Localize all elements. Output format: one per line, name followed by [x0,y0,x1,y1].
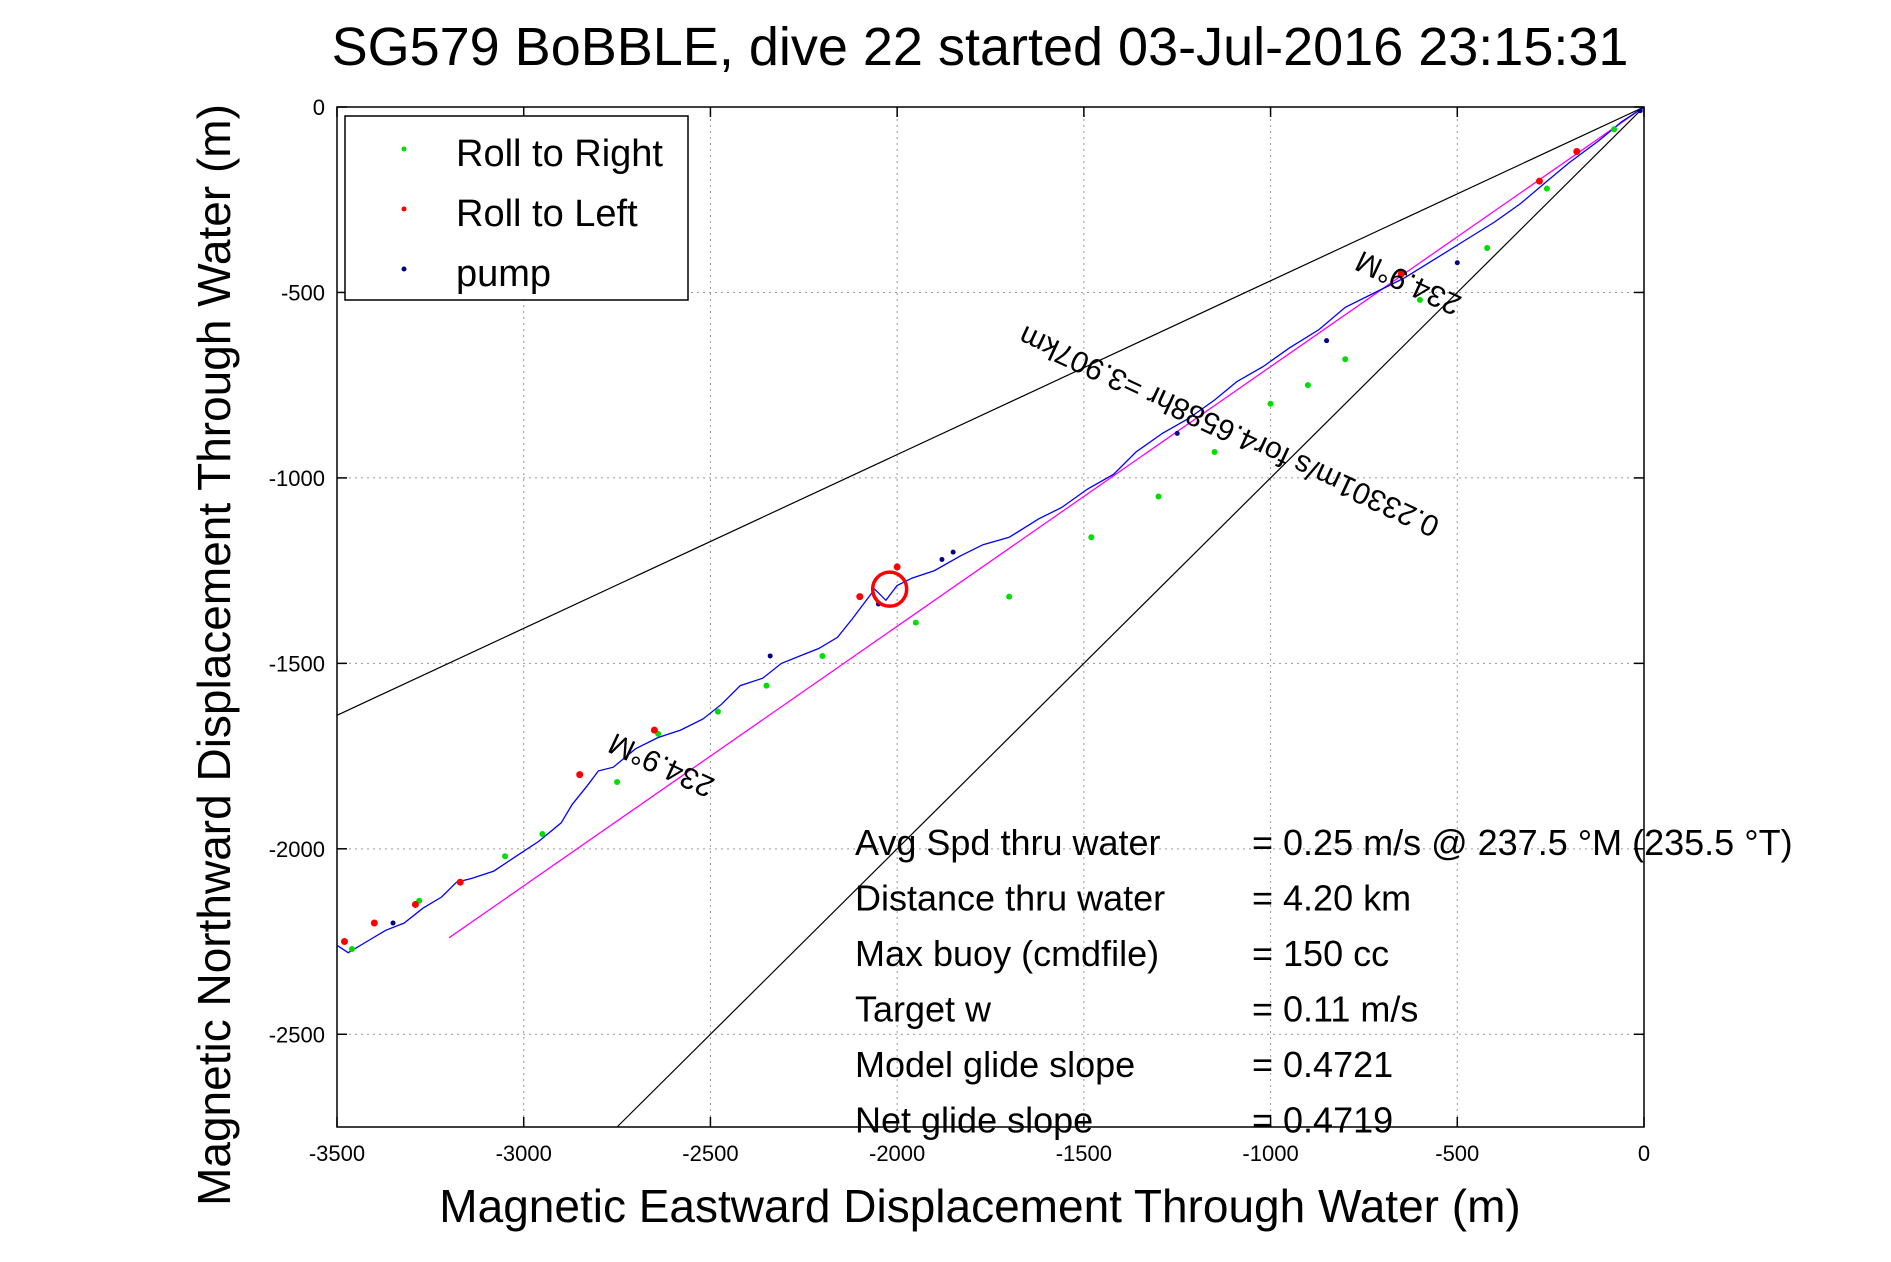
y-tick-label: -1000 [269,466,325,491]
pump-point [1174,430,1180,436]
roll-left-point [1573,148,1581,156]
info-value-3: = 150 cc [1252,933,1389,974]
annotations: 234.9°M0.23301m/s for4.6588hr =3.907km23… [604,244,1466,803]
roll-left-loop [870,570,909,608]
roll-right-point [1304,382,1311,389]
roll-right-point [1342,356,1349,363]
x-tick-label: -3500 [309,1141,365,1166]
fit-line [448,106,1645,939]
x-tick-label: 0 [1638,1141,1650,1166]
roll-right-point [1543,185,1550,192]
reference-line-2 [616,106,1645,1128]
roll-right-point [912,619,919,626]
roll-left-point [576,771,584,779]
annotation-3: 234.9°M [604,726,720,803]
roll-right-point [502,853,509,860]
info-value-6: = 0.4719 [1252,1100,1393,1141]
legend-label-2: Roll to Left [456,193,638,235]
pump-point [767,653,773,659]
y-tick-label: -2500 [269,1022,325,1047]
pump-point [1324,338,1330,344]
roll-right-point [1088,534,1095,541]
x-tick-label: -1500 [1056,1141,1112,1166]
plot-frame [336,106,1645,1128]
y-tick-label: -2000 [269,837,325,862]
roll-left-point [411,900,419,908]
ticks: -3500 -3000 -2500 -2000 -1500 -1000 -500 0 0 -500… [269,95,1650,1166]
roll-right-point [1155,493,1162,500]
info-value-4: = 0.11 m/s [1252,989,1418,1030]
info-value-2: = 4.20 km [1252,878,1411,919]
roll-left-point [456,878,464,886]
pump-point [1637,108,1643,114]
pump-point [939,557,945,563]
x-axis-label: Magnetic Eastward Displacement Through W… [439,1180,1520,1232]
y-axis-label: Magnetic Northward Displacement Through … [188,104,240,1206]
legend: Roll to Right Roll to Left pump [344,115,689,301]
info-label-2: Distance thru water [855,878,1165,919]
roll-right-point [714,708,721,715]
info-label-4: Target w [855,989,992,1030]
x-tick-label: -3000 [496,1141,552,1166]
roll-right-point [1416,296,1423,303]
info-label-5: Model glide slope [855,1044,1135,1085]
roll-right-point [1484,244,1491,251]
x-tick-label: -500 [1435,1141,1479,1166]
roll-left-point [650,726,658,734]
roll-left-point [1397,270,1405,278]
info-value-1: = 0.25 m/s @ 237.5 °M (235.5 °T) [1252,822,1793,863]
roll-right-point [1211,448,1218,455]
x-tick-label: -2000 [869,1141,925,1166]
x-tick-label: -2500 [682,1141,738,1166]
legend-marker-3 [401,266,407,272]
roll-right-point [763,682,770,689]
legend-label-1: Roll to Right [456,133,663,175]
annotation-2: 0.23301m/s for4.6588hr =3.907km [1014,319,1444,543]
y-tick-label: -1500 [269,651,325,676]
roll-right-point [1267,400,1274,407]
fit-line-path [448,106,1645,939]
legend-marker-2 [401,206,407,212]
info-box: Avg Spd thru water = 0.25 m/s @ 237.5 °M … [855,822,1793,1141]
annotation-1: 234.9°M [1351,244,1467,321]
pump-point [390,920,396,926]
legend-marker-1 [401,146,407,152]
markers [340,108,1643,952]
reference-lines [336,106,1645,1128]
x-tick-label: -1000 [1242,1141,1298,1166]
y-tick-label: 0 [313,95,325,120]
legend-label-3: pump [456,253,551,295]
roll-right-point [348,945,355,952]
roll-left-point [340,938,348,946]
roll-right-point [1006,593,1013,600]
roll-right-point [819,652,826,659]
roll-right-point [539,830,546,837]
pump-point [950,549,956,555]
reference-line-1 [336,106,1645,716]
roll-left-point [1535,177,1543,185]
roll-left-point [856,593,864,601]
roll-left-point [893,563,901,571]
track-line [336,106,1645,954]
roll-left-point [370,919,378,927]
pump-point [1454,260,1460,266]
y-tick-label: -500 [281,280,325,305]
chart-title: SG579 BoBBLE, dive 22 started 03-Jul-201… [332,17,1629,77]
info-label-3: Max buoy (cmdfile) [855,933,1159,974]
roll-right-point [614,779,621,786]
info-label-1: Avg Spd thru water [855,822,1161,863]
info-label-6: Net glide slope [855,1100,1093,1141]
info-value-5: = 0.4721 [1252,1044,1393,1085]
track [336,106,1645,954]
roll-right-point [1611,126,1618,133]
